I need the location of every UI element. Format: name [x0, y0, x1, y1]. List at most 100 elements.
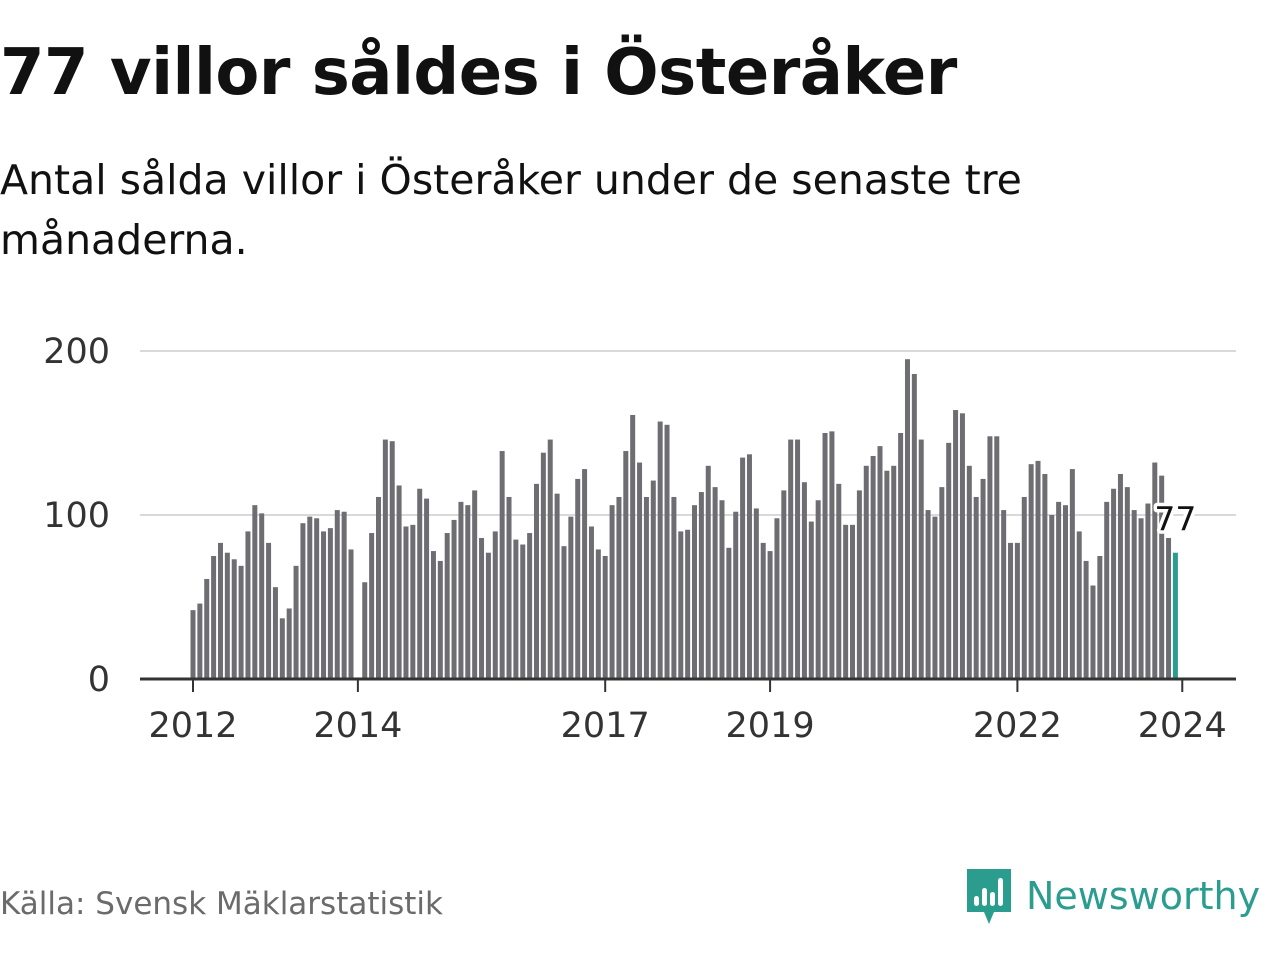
- bars: [190, 359, 1178, 679]
- bar: [904, 359, 910, 679]
- brand-name: Newsworthy: [1026, 874, 1261, 918]
- bar: [499, 451, 505, 679]
- bar: [506, 496, 512, 679]
- y-axis: 0 100 200: [43, 332, 110, 700]
- bar: [630, 414, 636, 679]
- bar: [767, 551, 773, 679]
- bar: [746, 454, 752, 679]
- bar: [685, 529, 691, 679]
- bar: [362, 582, 368, 679]
- bar: [863, 465, 869, 679]
- bar: [987, 436, 993, 679]
- bar: [850, 524, 856, 679]
- bar: [856, 490, 862, 679]
- bar: [1138, 518, 1144, 679]
- bar: [939, 487, 945, 679]
- bar: [575, 478, 581, 679]
- bar: [451, 519, 457, 679]
- bar: [1021, 496, 1027, 679]
- bar: [327, 528, 333, 679]
- bar: [994, 436, 1000, 679]
- source-note: Källa: Svensk Mäklarstatistik: [0, 886, 443, 922]
- bar: [692, 505, 698, 679]
- bar: [321, 531, 327, 679]
- bar: [224, 552, 230, 679]
- bar: [678, 531, 684, 679]
- bar: [389, 441, 395, 679]
- bar: [1159, 475, 1165, 679]
- bar: [279, 618, 285, 679]
- bar: [616, 496, 622, 679]
- last-value-label: 77: [1154, 500, 1196, 539]
- bar: [623, 451, 629, 679]
- bar: [664, 424, 670, 679]
- bar: [774, 518, 780, 679]
- bar: [946, 442, 952, 679]
- y-tick-label: 0: [88, 660, 110, 700]
- bar: [1076, 531, 1082, 679]
- bar: [259, 513, 265, 679]
- bar: [1083, 560, 1089, 679]
- bar: [918, 439, 924, 679]
- bar: [307, 516, 313, 679]
- x-axis: 2012 2014 2017 2019 2022 2024: [140, 677, 1236, 746]
- bar: [637, 462, 643, 679]
- bar: [554, 493, 560, 679]
- bar: [980, 478, 986, 679]
- bar: [314, 518, 320, 679]
- bar: [300, 523, 306, 679]
- bar: [1152, 462, 1158, 679]
- bar: [547, 439, 553, 679]
- bar: [369, 533, 375, 679]
- bar: [959, 413, 965, 679]
- bar: [843, 524, 849, 679]
- bar: [190, 610, 196, 679]
- y-tick-label: 100: [43, 496, 110, 536]
- bar: [485, 552, 491, 679]
- bar: [932, 516, 938, 679]
- bar: [870, 455, 876, 679]
- bar: [540, 452, 546, 679]
- brand-logo: Newsworthy: [964, 864, 1260, 928]
- bar: [1035, 460, 1041, 679]
- bar: [698, 492, 704, 679]
- bar: [1042, 474, 1048, 679]
- bar: [657, 421, 663, 679]
- bar: [1131, 510, 1137, 679]
- bar: [204, 578, 210, 679]
- bar: [1090, 585, 1096, 679]
- bar: [492, 531, 498, 679]
- bar: [712, 487, 718, 679]
- bar: [740, 457, 746, 679]
- bar: [1104, 501, 1110, 679]
- bar: [595, 549, 601, 679]
- bar: [472, 490, 478, 679]
- bar: [513, 539, 519, 679]
- bar: [1166, 537, 1172, 679]
- bar: [1117, 474, 1123, 679]
- bar: [966, 465, 972, 679]
- bar: [252, 505, 258, 679]
- bar: [444, 533, 450, 679]
- bar: [272, 587, 278, 679]
- bar: [1145, 503, 1151, 679]
- x-tick-label: 2012: [148, 706, 237, 746]
- x-tick-label: 2024: [1138, 706, 1227, 746]
- bar: [891, 465, 897, 679]
- bar: [1097, 556, 1103, 679]
- bar: [211, 556, 217, 679]
- bar: [1001, 510, 1007, 679]
- bar: [1008, 542, 1014, 679]
- bar: [801, 482, 807, 679]
- bar: [417, 488, 423, 679]
- bar: [382, 439, 388, 679]
- bar: [197, 603, 203, 679]
- bar: [245, 531, 251, 679]
- bar: [286, 608, 292, 679]
- bar: [650, 480, 656, 679]
- bar: [602, 556, 608, 679]
- bar: [884, 470, 890, 679]
- x-tick-label: 2014: [313, 706, 402, 746]
- bar: [437, 560, 443, 679]
- bar: [1111, 488, 1117, 679]
